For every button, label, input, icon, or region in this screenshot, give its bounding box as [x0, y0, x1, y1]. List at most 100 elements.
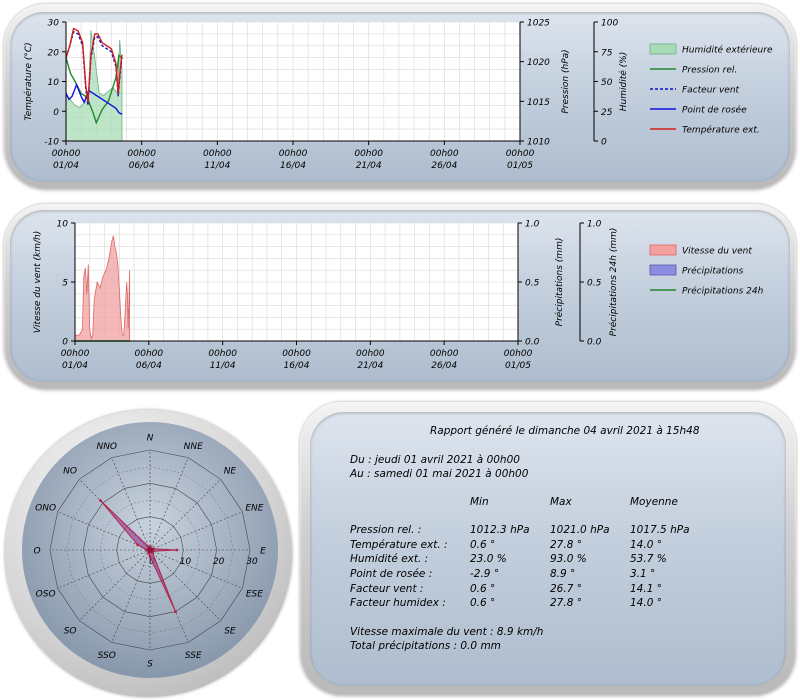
- radar-ring: [49, 449, 251, 651]
- report-max-wind: Vitesse maximale du vent : 8.9 km/h: [350, 626, 544, 638]
- report: Rapport généré le dimanche 04 avril 2021…: [312, 412, 784, 688]
- x-tick-label: 00h00: [504, 349, 533, 359]
- legend-label: Température ext.: [682, 125, 760, 136]
- x-tick-label: 00h00: [127, 149, 156, 159]
- report-panel-inner: [310, 412, 786, 686]
- report-row-min: -2.9 °: [470, 568, 500, 580]
- series-area: [74, 235, 131, 342]
- legend-label: Précipitations 24h: [682, 286, 764, 297]
- radar-point: [148, 555, 152, 559]
- report-row-avg: 14.0 °: [630, 597, 662, 609]
- x-tick-label: 00h00: [279, 149, 308, 159]
- y-tick-label: 20: [48, 48, 60, 58]
- radar-direction-label: NE: [224, 467, 237, 477]
- legend-label: Vitesse du vent: [682, 247, 752, 257]
- x-tick-label: 01/04: [53, 161, 79, 171]
- legend-swatch: [649, 264, 677, 276]
- radar-center: [147, 547, 153, 553]
- report-row-min: 1012.3 hPa: [470, 524, 530, 536]
- report-row-avg: 3.1 °: [630, 568, 656, 580]
- x-tick-label: 00h00: [430, 349, 459, 359]
- x-tick-label: 06/04: [129, 161, 155, 171]
- radar-spoke: [57, 511, 151, 551]
- report-title: Rapport généré le dimanche 04 avril 2021…: [430, 425, 700, 437]
- x-tick-label: 11/04: [204, 161, 230, 171]
- legend-label: Précipitations: [682, 266, 744, 277]
- x-tick-label: 00h00: [354, 149, 383, 159]
- report-row-label: Humidité ext. :: [350, 553, 429, 565]
- radar-direction-label: O: [33, 547, 40, 557]
- report-row-min: 0.6 °: [470, 597, 496, 609]
- wind-rose-chart: NNNENEENEEESESESSESSSOSOOSOOONONONNO0102…: [22, 422, 278, 678]
- y-tick-label: 50: [601, 78, 613, 88]
- radar-tick-label: 20: [213, 557, 225, 567]
- y-tick-label: 10: [57, 220, 69, 230]
- x-tick-label: 00h00: [282, 349, 311, 359]
- series-area: [65, 30, 123, 142]
- y-tick-label: 30: [48, 19, 60, 29]
- series-line: [65, 82, 123, 115]
- report-row-label: Facteur humidex :: [350, 597, 446, 609]
- series-line: [65, 27, 123, 103]
- y-tick-label: 0: [53, 108, 59, 118]
- y-tick-label: 5: [62, 279, 68, 289]
- report-row-label: Température ext. :: [350, 539, 448, 551]
- x-tick-label: 00h00: [61, 349, 90, 359]
- x-tick-label: 00h00: [208, 349, 237, 359]
- report-row-label: Point de rosée :: [350, 568, 433, 580]
- radar-direction-label: SSO: [98, 651, 116, 661]
- y-axis-label-right-secondary: Humidité (%): [618, 52, 629, 111]
- y-tick-label: 25: [601, 108, 613, 118]
- legend-swatch: [649, 244, 677, 256]
- report-row-label: Pression rel. :: [350, 524, 422, 536]
- radar-direction-label: ESE: [246, 590, 263, 600]
- report-row-avg: 14.0 °: [630, 539, 662, 551]
- y-tick-label: 1015: [527, 98, 550, 108]
- report-row-avg: 14.1 °: [630, 583, 662, 595]
- x-tick-label: 21/04: [356, 161, 382, 171]
- radar-direction-label: E: [260, 547, 266, 557]
- report-row-min: 0.6 °: [470, 583, 496, 595]
- y-tick-label: 1.0: [525, 220, 540, 230]
- radar-tick-label: 10: [180, 557, 192, 567]
- radar-direction-label: SSE: [185, 651, 202, 661]
- y-tick-label: 1025: [527, 19, 550, 29]
- temperature-chart: -1001020301010101510201025025507510000h0…: [23, 19, 773, 172]
- y-tick-label: 1.0: [587, 220, 602, 230]
- radar-direction-label: S: [147, 660, 153, 670]
- x-tick-label: 01/05: [507, 161, 533, 171]
- radar-spoke: [149, 511, 243, 551]
- radar-spoke: [149, 457, 189, 551]
- radar-direction-label: ENE: [245, 503, 263, 513]
- legend-label: Facteur vent: [682, 86, 740, 96]
- series-line: [65, 53, 123, 125]
- report-row-max: 27.8 °: [550, 539, 582, 551]
- legend-label: Pression rel.: [682, 66, 737, 76]
- report-col-min: Min: [470, 496, 489, 508]
- report-total-rain: Total précipitations : 0.0 mm: [350, 640, 501, 652]
- radar-direction-label: SE: [224, 626, 236, 636]
- x-tick-label: 16/04: [280, 161, 306, 171]
- radar-direction-label: NNE: [184, 442, 203, 452]
- y-tick-label: 100: [601, 19, 618, 29]
- radar-tick-label: 30: [246, 557, 258, 567]
- radar-point: [174, 610, 177, 613]
- legend-swatch: [649, 43, 677, 55]
- report-to: Au : samedi 01 mai 2021 à 00h00: [350, 468, 529, 480]
- x-tick-label: 11/04: [210, 361, 236, 371]
- report-row-max: 8.9 °: [550, 568, 576, 580]
- y-tick-label: -10: [44, 138, 59, 148]
- report-row-max: 93.0 %: [550, 553, 587, 565]
- radar-direction-label: ONO: [35, 503, 56, 513]
- y-axis-label-right: Pression (hPa): [561, 49, 571, 113]
- x-tick-label: 00h00: [430, 149, 459, 159]
- x-tick-label: 26/04: [431, 161, 457, 171]
- y-tick-label: 1020: [527, 58, 550, 68]
- x-tick-label: 16/04: [284, 361, 310, 371]
- radar-ring-minor: [66, 466, 234, 634]
- report-from: Du : jeudi 01 avril 2021 à 00h00: [350, 454, 520, 466]
- y-tick-label: 0: [62, 338, 68, 348]
- x-tick-label: 01/05: [505, 361, 531, 371]
- x-tick-label: 00h00: [506, 149, 535, 159]
- x-tick-label: 01/04: [62, 361, 88, 371]
